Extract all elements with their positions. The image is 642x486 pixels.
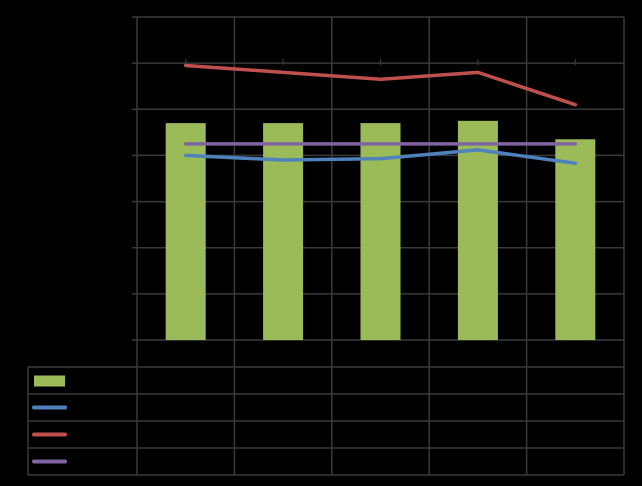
series-line xyxy=(183,148,578,166)
bar xyxy=(457,120,498,340)
line-series xyxy=(183,63,578,166)
series-line xyxy=(183,63,578,107)
bar xyxy=(555,139,596,340)
bar xyxy=(165,123,206,340)
bar-series xyxy=(165,120,596,340)
bar xyxy=(263,123,304,340)
data-table xyxy=(27,340,625,476)
legend-key-bar xyxy=(34,375,65,387)
